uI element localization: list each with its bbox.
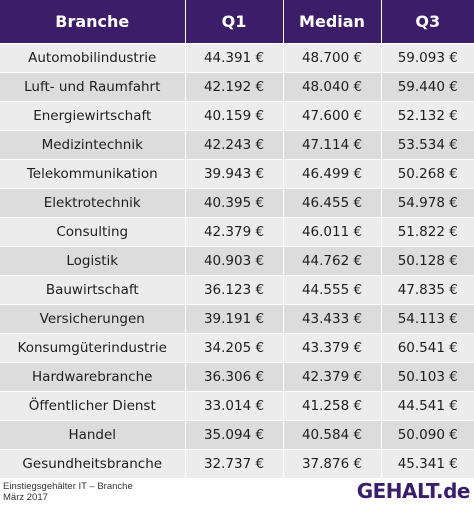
cell-q3: 50.103 € [381, 362, 474, 392]
cell-median: 43.379 € [283, 333, 382, 363]
cell-median: 41.258 € [283, 391, 382, 421]
cell-median: 48.700 € [283, 43, 382, 73]
table-row: Medizintechnik 42.243 €47.114 €53.534 € [0, 130, 474, 160]
cell-q1: 42.192 € [185, 72, 284, 102]
cell-q1: 39.191 € [185, 304, 284, 334]
table-body: Automobilindustrie 44.391 €48.700 €59.093… [0, 43, 474, 478]
cell-q3: 53.534 € [381, 130, 474, 160]
cell-q1: 39.943 € [185, 159, 284, 189]
cell-q3: 54.978 € [381, 188, 474, 218]
cell-q3: 50.268 € [381, 159, 474, 189]
cell-median: 47.600 € [283, 101, 382, 131]
table-row: Konsumgüterindustrie 34.205 €43.379 €60.5… [0, 333, 474, 363]
footer: Einstiegsgehälter IT – Branche März 2017… [0, 478, 474, 505]
table-row: Luft- und Raumfahrt 42.192 €48.040 €59.44… [0, 72, 474, 102]
table-row: Elektrotechnik 40.395 €46.455 €54.978 € [0, 188, 474, 218]
cell-branche: Öffentlicher Dienst [0, 391, 186, 421]
cell-median: 40.584 € [283, 420, 382, 450]
cell-q3: 52.132 € [381, 101, 474, 131]
cell-q3: 50.128 € [381, 246, 474, 276]
header-q3: Q3 [381, 0, 474, 44]
table-row: Consulting 42.379 €46.011 €51.822 € [0, 217, 474, 247]
cell-median: 47.114 € [283, 130, 382, 160]
cell-q1: 40.395 € [185, 188, 284, 218]
cell-branche: Luft- und Raumfahrt [0, 72, 186, 102]
header-branche: Branche [0, 0, 186, 44]
cell-q1: 33.014 € [185, 391, 284, 421]
cell-q1: 34.205 € [185, 333, 284, 363]
cell-median: 46.011 € [283, 217, 382, 247]
cell-branche: Hardwarebranche [0, 362, 186, 392]
table-row: Versicherungen 39.191 €43.433 €54.113 € [0, 304, 474, 334]
cell-median: 46.455 € [283, 188, 382, 218]
cell-q1: 40.903 € [185, 246, 284, 276]
cell-q1: 42.379 € [185, 217, 284, 247]
cell-branche: Bauwirtschaft [0, 275, 186, 305]
cell-median: 43.433 € [283, 304, 382, 334]
table-row: Telekommunikation 39.943 €46.499 €50.268 … [0, 159, 474, 189]
cell-branche: Medizintechnik [0, 130, 186, 160]
cell-median: 37.876 € [283, 449, 382, 478]
cell-q3: 60.541 € [381, 333, 474, 363]
table-row: Bauwirtschaft 36.123 €44.555 €47.835 € [0, 275, 474, 305]
header-median: Median [283, 0, 382, 44]
cell-branche: Logistik [0, 246, 186, 276]
cell-q1: 42.243 € [185, 130, 284, 160]
cell-branche: Handel [0, 420, 186, 450]
cell-branche: Konsumgüterindustrie [0, 333, 186, 363]
cell-q3: 59.093 € [381, 43, 474, 73]
header-q1: Q1 [185, 0, 284, 44]
caption: Einstiegsgehälter IT – Branche März 2017 [3, 481, 133, 503]
table-row: Logistik 40.903 €44.762 €50.128 € [0, 246, 474, 276]
cell-q1: 35.094 € [185, 420, 284, 450]
table-row: Energiewirtschaft 40.159 €47.600 €52.132 … [0, 101, 474, 131]
cell-median: 44.555 € [283, 275, 382, 305]
cell-q1: 32.737 € [185, 449, 284, 478]
cell-q1: 40.159 € [185, 101, 284, 131]
cell-median: 46.499 € [283, 159, 382, 189]
cell-median: 44.762 € [283, 246, 382, 276]
salary-table: Branche Q1 Median Q3 Automobilindustrie 4… [0, 0, 474, 478]
cell-branche: Versicherungen [0, 304, 186, 334]
cell-branche: Automobilindustrie [0, 43, 186, 73]
table-row: Öffentlicher Dienst 33.014 €41.258 €44.54… [0, 391, 474, 421]
cell-branche: Elektrotechnik [0, 188, 186, 218]
cell-q3: 50.090 € [381, 420, 474, 450]
header-row: Branche Q1 Median Q3 [0, 0, 474, 44]
table-row: Hardwarebranche 36.306 €42.379 €50.103 € [0, 362, 474, 392]
caption-date: März 2017 [3, 492, 48, 503]
cell-q3: 51.822 € [381, 217, 474, 247]
cell-q1: 36.306 € [185, 362, 284, 392]
caption-title: Einstiegsgehälter IT – Branche [3, 481, 133, 492]
table-header: Branche Q1 Median Q3 [0, 0, 474, 44]
cell-q3: 45.341 € [381, 449, 474, 478]
cell-q3: 54.113 € [381, 304, 474, 334]
cell-branche: Consulting [0, 217, 186, 247]
brand-logo: GEHALT.de [356, 479, 471, 503]
cell-branche: Energiewirtschaft [0, 101, 186, 131]
cell-median: 48.040 € [283, 72, 382, 102]
table-row: Handel 35.094 €40.584 €50.090 € [0, 420, 474, 450]
cell-q3: 44.541 € [381, 391, 474, 421]
table-row: Gesundheitsbranche 32.737 €37.876 €45.341… [0, 449, 474, 478]
cell-q1: 44.391 € [185, 43, 284, 73]
cell-median: 42.379 € [283, 362, 382, 392]
cell-q3: 59.440 € [381, 72, 474, 102]
cell-q3: 47.835 € [381, 275, 474, 305]
cell-branche: Gesundheitsbranche [0, 449, 186, 478]
cell-q1: 36.123 € [185, 275, 284, 305]
cell-branche: Telekommunikation [0, 159, 186, 189]
table-row: Automobilindustrie 44.391 €48.700 €59.093… [0, 43, 474, 73]
